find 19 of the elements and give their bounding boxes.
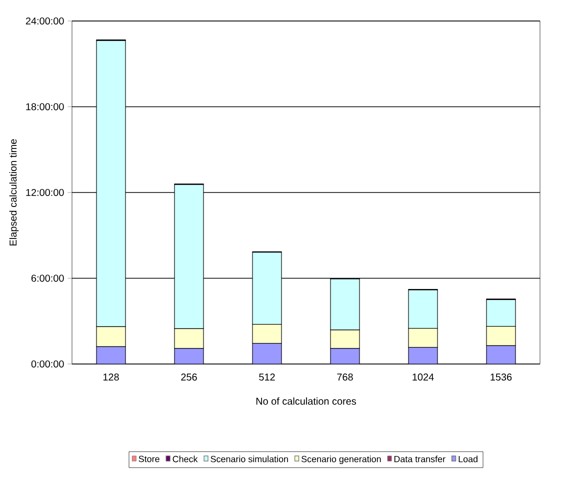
x-tick-label: 1536 [490,374,512,381]
y-tick-label: 12:00:00 [26,188,64,196]
legend-label: Data transfer [394,456,446,462]
legend-label: Load [458,456,478,462]
legend-label: Scenario simulation [210,456,288,462]
y-tick-label: 6:00:00 [31,274,64,282]
y-tick-label: 0:00:00 [31,360,64,368]
y-tick-label: 24:00:00 [26,17,64,25]
y-axis-title: Elapsed calculation time [9,139,19,246]
legend-label: Check [172,456,198,462]
x-tick-label: 256 [181,374,197,381]
y-tick-label: 18:00:00 [26,103,64,110]
legend-label: Scenario generation [301,456,381,464]
x-axis-title: No of calculation cores [256,397,356,405]
x-tick-label: 128 [103,374,119,381]
x-tick-label: 1024 [412,374,434,381]
x-tick-label: 768 [337,374,353,381]
legend-label: Store [138,456,160,462]
x-tick-label: 512 [259,374,275,381]
